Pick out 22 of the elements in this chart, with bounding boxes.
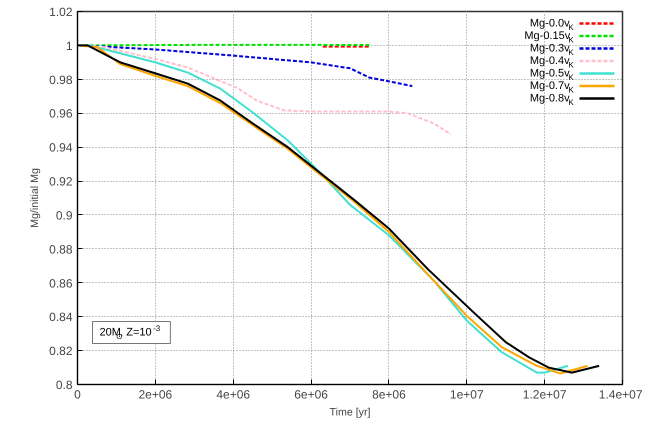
x-tick-label: 2e+06 bbox=[138, 388, 173, 402]
y-tick-label: 0.86 bbox=[49, 276, 73, 290]
x-tick-label: 8e+06 bbox=[372, 388, 406, 402]
x-tick-label: 4e+06 bbox=[216, 388, 250, 402]
x-tick-label: 6e+06 bbox=[294, 388, 328, 402]
y-tick-label: 1 bbox=[66, 38, 73, 53]
x-tick-label: 1.4e+07 bbox=[598, 388, 643, 402]
y-tick-label: 1.02 bbox=[49, 5, 73, 19]
y-axis-title: Mg/initial Mg bbox=[29, 168, 42, 228]
x-tick-label: 1.2e+07 bbox=[522, 388, 567, 402]
x-tick-label: 1e+07 bbox=[450, 388, 484, 402]
x-tick-label: 0 bbox=[74, 388, 82, 402]
y-tick-label: 0.84 bbox=[49, 310, 73, 324]
y-tick-label: 0.88 bbox=[49, 242, 73, 256]
y-tick-label: 0.8 bbox=[56, 378, 73, 392]
y-tick-label: 0.82 bbox=[49, 344, 73, 358]
x-axis-title: Time [yr] bbox=[329, 406, 371, 418]
y-tick-label: 0.92 bbox=[49, 174, 73, 189]
y-tick-label: 0.98 bbox=[49, 72, 73, 87]
y-tick-label: 0.9 bbox=[56, 208, 73, 222]
y-tick-label: 0.94 bbox=[49, 140, 73, 155]
y-tick-label: 0.96 bbox=[49, 106, 73, 121]
